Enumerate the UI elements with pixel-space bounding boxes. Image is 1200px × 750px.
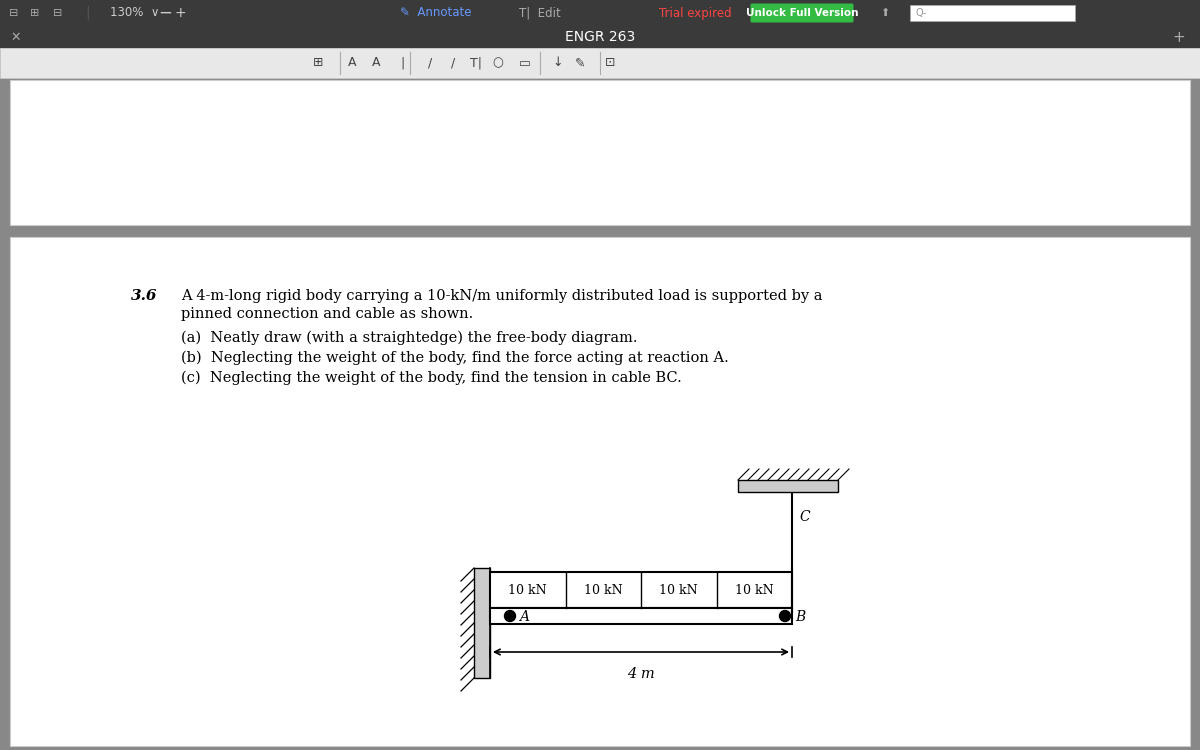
Text: 10 kN: 10 kN xyxy=(509,584,547,596)
Text: 10 kN: 10 kN xyxy=(734,584,774,596)
Bar xyxy=(738,480,838,492)
Text: −: − xyxy=(158,4,172,22)
Bar xyxy=(10,80,1190,225)
Text: ✕: ✕ xyxy=(10,31,20,44)
Text: A: A xyxy=(348,56,356,70)
Text: C: C xyxy=(799,510,810,524)
Bar xyxy=(490,608,792,624)
Text: ✎: ✎ xyxy=(575,56,586,70)
Text: ✎  Annotate: ✎ Annotate xyxy=(401,7,472,20)
Text: Q-: Q- xyxy=(916,8,928,18)
Text: pinned connection and cable as shown.: pinned connection and cable as shown. xyxy=(181,307,473,321)
Text: 10 kN: 10 kN xyxy=(660,584,698,596)
Text: A: A xyxy=(372,56,380,70)
Bar xyxy=(0,48,1200,78)
Text: |: | xyxy=(401,56,406,70)
Text: +: + xyxy=(1172,29,1186,44)
Text: T|  Edit: T| Edit xyxy=(520,7,560,20)
Bar xyxy=(474,568,490,678)
Text: 130%  ∨: 130% ∨ xyxy=(110,7,160,20)
Bar xyxy=(0,26,1200,48)
Text: ⊞: ⊞ xyxy=(30,8,40,18)
Text: T|: T| xyxy=(470,56,482,70)
Text: (a)  Neatly draw (with a straightedge) the free-body diagram.: (a) Neatly draw (with a straightedge) th… xyxy=(181,331,637,346)
Text: (b)  Neglecting the weight of the body, find the force acting at reaction A.: (b) Neglecting the weight of the body, f… xyxy=(181,351,728,365)
Text: ⊟: ⊟ xyxy=(53,8,62,18)
Text: Trial expired: Trial expired xyxy=(659,7,731,20)
Bar xyxy=(490,572,792,608)
Bar xyxy=(10,237,1190,746)
Text: ⬆: ⬆ xyxy=(881,8,889,18)
Text: ⊟: ⊟ xyxy=(10,8,19,18)
Text: ↓: ↓ xyxy=(553,56,563,70)
Text: ⊡: ⊡ xyxy=(605,56,616,70)
Text: +: + xyxy=(174,6,186,20)
Text: 🔍: 🔍 xyxy=(917,8,923,18)
Text: ENGR 263: ENGR 263 xyxy=(565,30,635,44)
Text: A: A xyxy=(520,610,529,624)
Text: ⊞: ⊞ xyxy=(313,56,323,70)
Text: |: | xyxy=(85,6,90,20)
Text: /: / xyxy=(451,56,455,70)
FancyBboxPatch shape xyxy=(750,4,853,22)
Circle shape xyxy=(780,610,791,622)
Text: B: B xyxy=(796,610,805,624)
Bar xyxy=(0,0,1200,26)
Text: ▭: ▭ xyxy=(520,56,530,70)
Text: 3.6: 3.6 xyxy=(131,289,157,303)
Bar xyxy=(910,5,1075,21)
Text: A 4-m-long rigid body carrying a 10-kN/m uniformly distributed load is supported: A 4-m-long rigid body carrying a 10-kN/m… xyxy=(181,289,822,303)
Text: 10 kN: 10 kN xyxy=(584,584,623,596)
Text: ○: ○ xyxy=(492,56,504,70)
Text: 4 m: 4 m xyxy=(628,667,655,681)
Circle shape xyxy=(504,610,516,622)
Text: (c)  Neglecting the weight of the body, find the tension in cable BC.: (c) Neglecting the weight of the body, f… xyxy=(181,371,682,386)
Text: /: / xyxy=(428,56,432,70)
Text: Unlock Full Version: Unlock Full Version xyxy=(745,8,858,18)
